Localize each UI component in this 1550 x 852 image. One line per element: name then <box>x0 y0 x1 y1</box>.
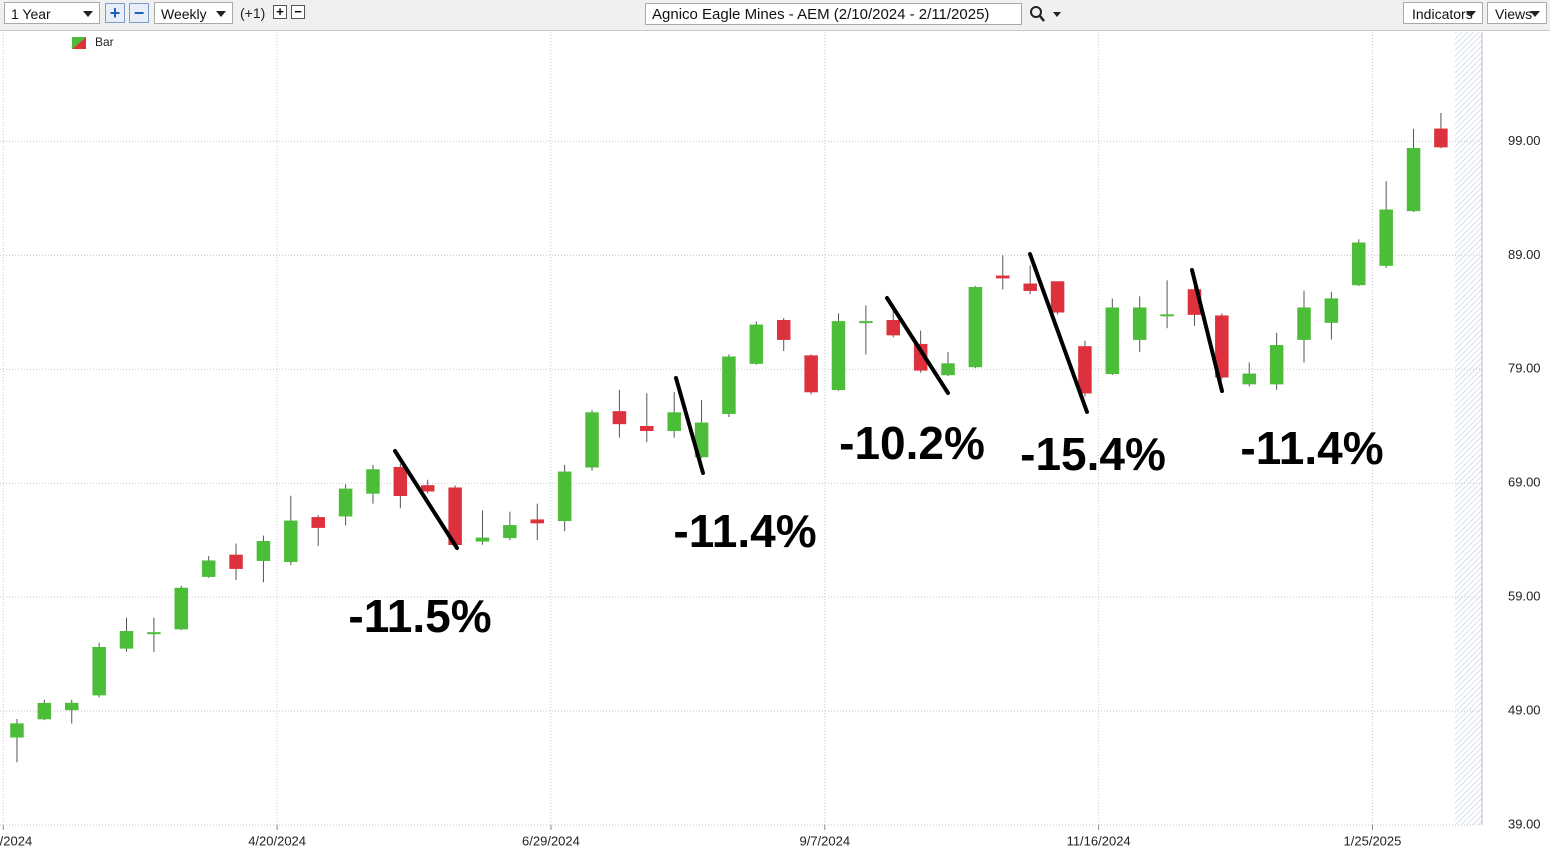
candle-body <box>886 320 901 336</box>
x-tick-label: 9/7/2024 <box>799 833 850 848</box>
search-icon[interactable] <box>1028 4 1068 24</box>
y-tick-label: 49.00 <box>1508 703 1541 718</box>
search-caret <box>1053 12 1061 17</box>
candle-body <box>503 525 517 539</box>
candle-body <box>1215 315 1229 378</box>
candle-body <box>1023 283 1037 291</box>
annotation: -11.4% <box>1240 422 1383 474</box>
y-tick-label: 59.00 <box>1508 589 1541 604</box>
x-tick-label: 1/25/2025 <box>1344 833 1402 848</box>
candle-body <box>1242 373 1256 385</box>
y-tick-label: 39.00 <box>1508 816 1541 831</box>
y-tick-label: 89.00 <box>1508 247 1541 262</box>
candle-body <box>10 723 24 738</box>
candle-body <box>229 554 243 569</box>
interval-select[interactable]: Weekly <box>154 2 233 24</box>
x-tick-label: 4/20/2024 <box>248 833 306 848</box>
candle-body <box>1132 307 1147 340</box>
annotation: -11.5% <box>348 590 491 642</box>
offset-minus[interactable]: − <box>291 5 305 19</box>
candle-body <box>1160 314 1174 317</box>
candle-body <box>722 356 736 414</box>
toolbar: 1 Year + − Weekly (+1) + − Agnico Eagle … <box>0 0 1550 31</box>
candle-body <box>585 412 599 468</box>
candle-body <box>941 363 955 376</box>
candle-body <box>393 466 408 496</box>
candle-body <box>147 632 161 635</box>
symbol-title[interactable]: Agnico Eagle Mines - AEM (2/10/2024 - 2/… <box>645 3 1022 25</box>
candle-body <box>1324 298 1339 323</box>
drawn-line <box>1190 268 1224 393</box>
candle-body <box>859 321 873 324</box>
candle-body <box>1050 281 1065 313</box>
views-button[interactable]: Views <box>1487 2 1547 24</box>
candle-body <box>420 485 435 492</box>
search-glass <box>1030 6 1042 18</box>
candle-body <box>174 587 189 630</box>
candle-body <box>92 647 106 696</box>
candle-body <box>1297 307 1311 340</box>
search-handle <box>1039 15 1045 22</box>
candle-body <box>475 537 490 542</box>
candle-body <box>530 519 545 524</box>
chart: Bar 39.00 49.00 59.00 69.00 79.00 89.00 99.00 2… <box>0 32 1541 848</box>
candle-body <box>1269 345 1284 385</box>
candle-body <box>201 560 216 577</box>
candle-body <box>776 320 791 340</box>
y-tick-label: 79.00 <box>1508 361 1541 376</box>
legend-icon-up <box>72 37 86 49</box>
annotation: -15.4% <box>1020 428 1166 480</box>
drawn-line <box>674 376 705 475</box>
candle-body <box>1434 128 1448 148</box>
candle-body <box>804 355 818 393</box>
candle-body <box>557 471 572 522</box>
y-tick-label: 99.00 <box>1508 133 1541 148</box>
annotation: -11.4% <box>673 505 816 557</box>
candle-body <box>1352 242 1366 286</box>
future-area <box>1455 32 1482 825</box>
candle-body <box>311 517 325 528</box>
drawn-line <box>885 296 950 395</box>
candle-body <box>667 412 681 432</box>
candle-body <box>749 324 764 364</box>
candle-body <box>996 275 1010 279</box>
candle-body <box>1406 147 1421 212</box>
candle-body <box>831 321 846 391</box>
candle-body <box>640 425 654 432</box>
candle-body <box>968 286 983 368</box>
candle-body <box>37 702 52 720</box>
drawn-line <box>1028 252 1089 414</box>
range-select[interactable]: 1 Year <box>4 2 100 24</box>
candle-body <box>284 520 298 563</box>
offset-plus[interactable]: + <box>273 5 287 19</box>
legend-label: Bar <box>95 35 114 49</box>
annotation: -10.2% <box>839 417 985 469</box>
y-tick-label: 69.00 <box>1508 475 1541 490</box>
x-tick-label: 11/16/2024 <box>1067 833 1131 848</box>
candle-body <box>1379 209 1393 266</box>
x-tick-label: 6/29/2024 <box>522 833 580 848</box>
candle-body <box>1078 346 1092 394</box>
candle-body <box>119 631 134 649</box>
candle-body <box>256 541 271 561</box>
zoom-in[interactable]: + <box>105 3 125 23</box>
trend-lines <box>393 252 1224 550</box>
x-tick-label: 2/10/2024 <box>0 833 32 848</box>
zoom-out[interactable]: − <box>129 3 149 23</box>
candle-body <box>64 702 79 711</box>
offset-label: (+1) <box>240 5 266 21</box>
indicators-button[interactable]: Indicators <box>1403 2 1483 24</box>
drawn-line <box>393 449 459 550</box>
candle-body <box>366 469 380 494</box>
candle-body <box>1105 307 1120 375</box>
candle-body <box>612 411 627 425</box>
candle-body <box>338 488 353 517</box>
